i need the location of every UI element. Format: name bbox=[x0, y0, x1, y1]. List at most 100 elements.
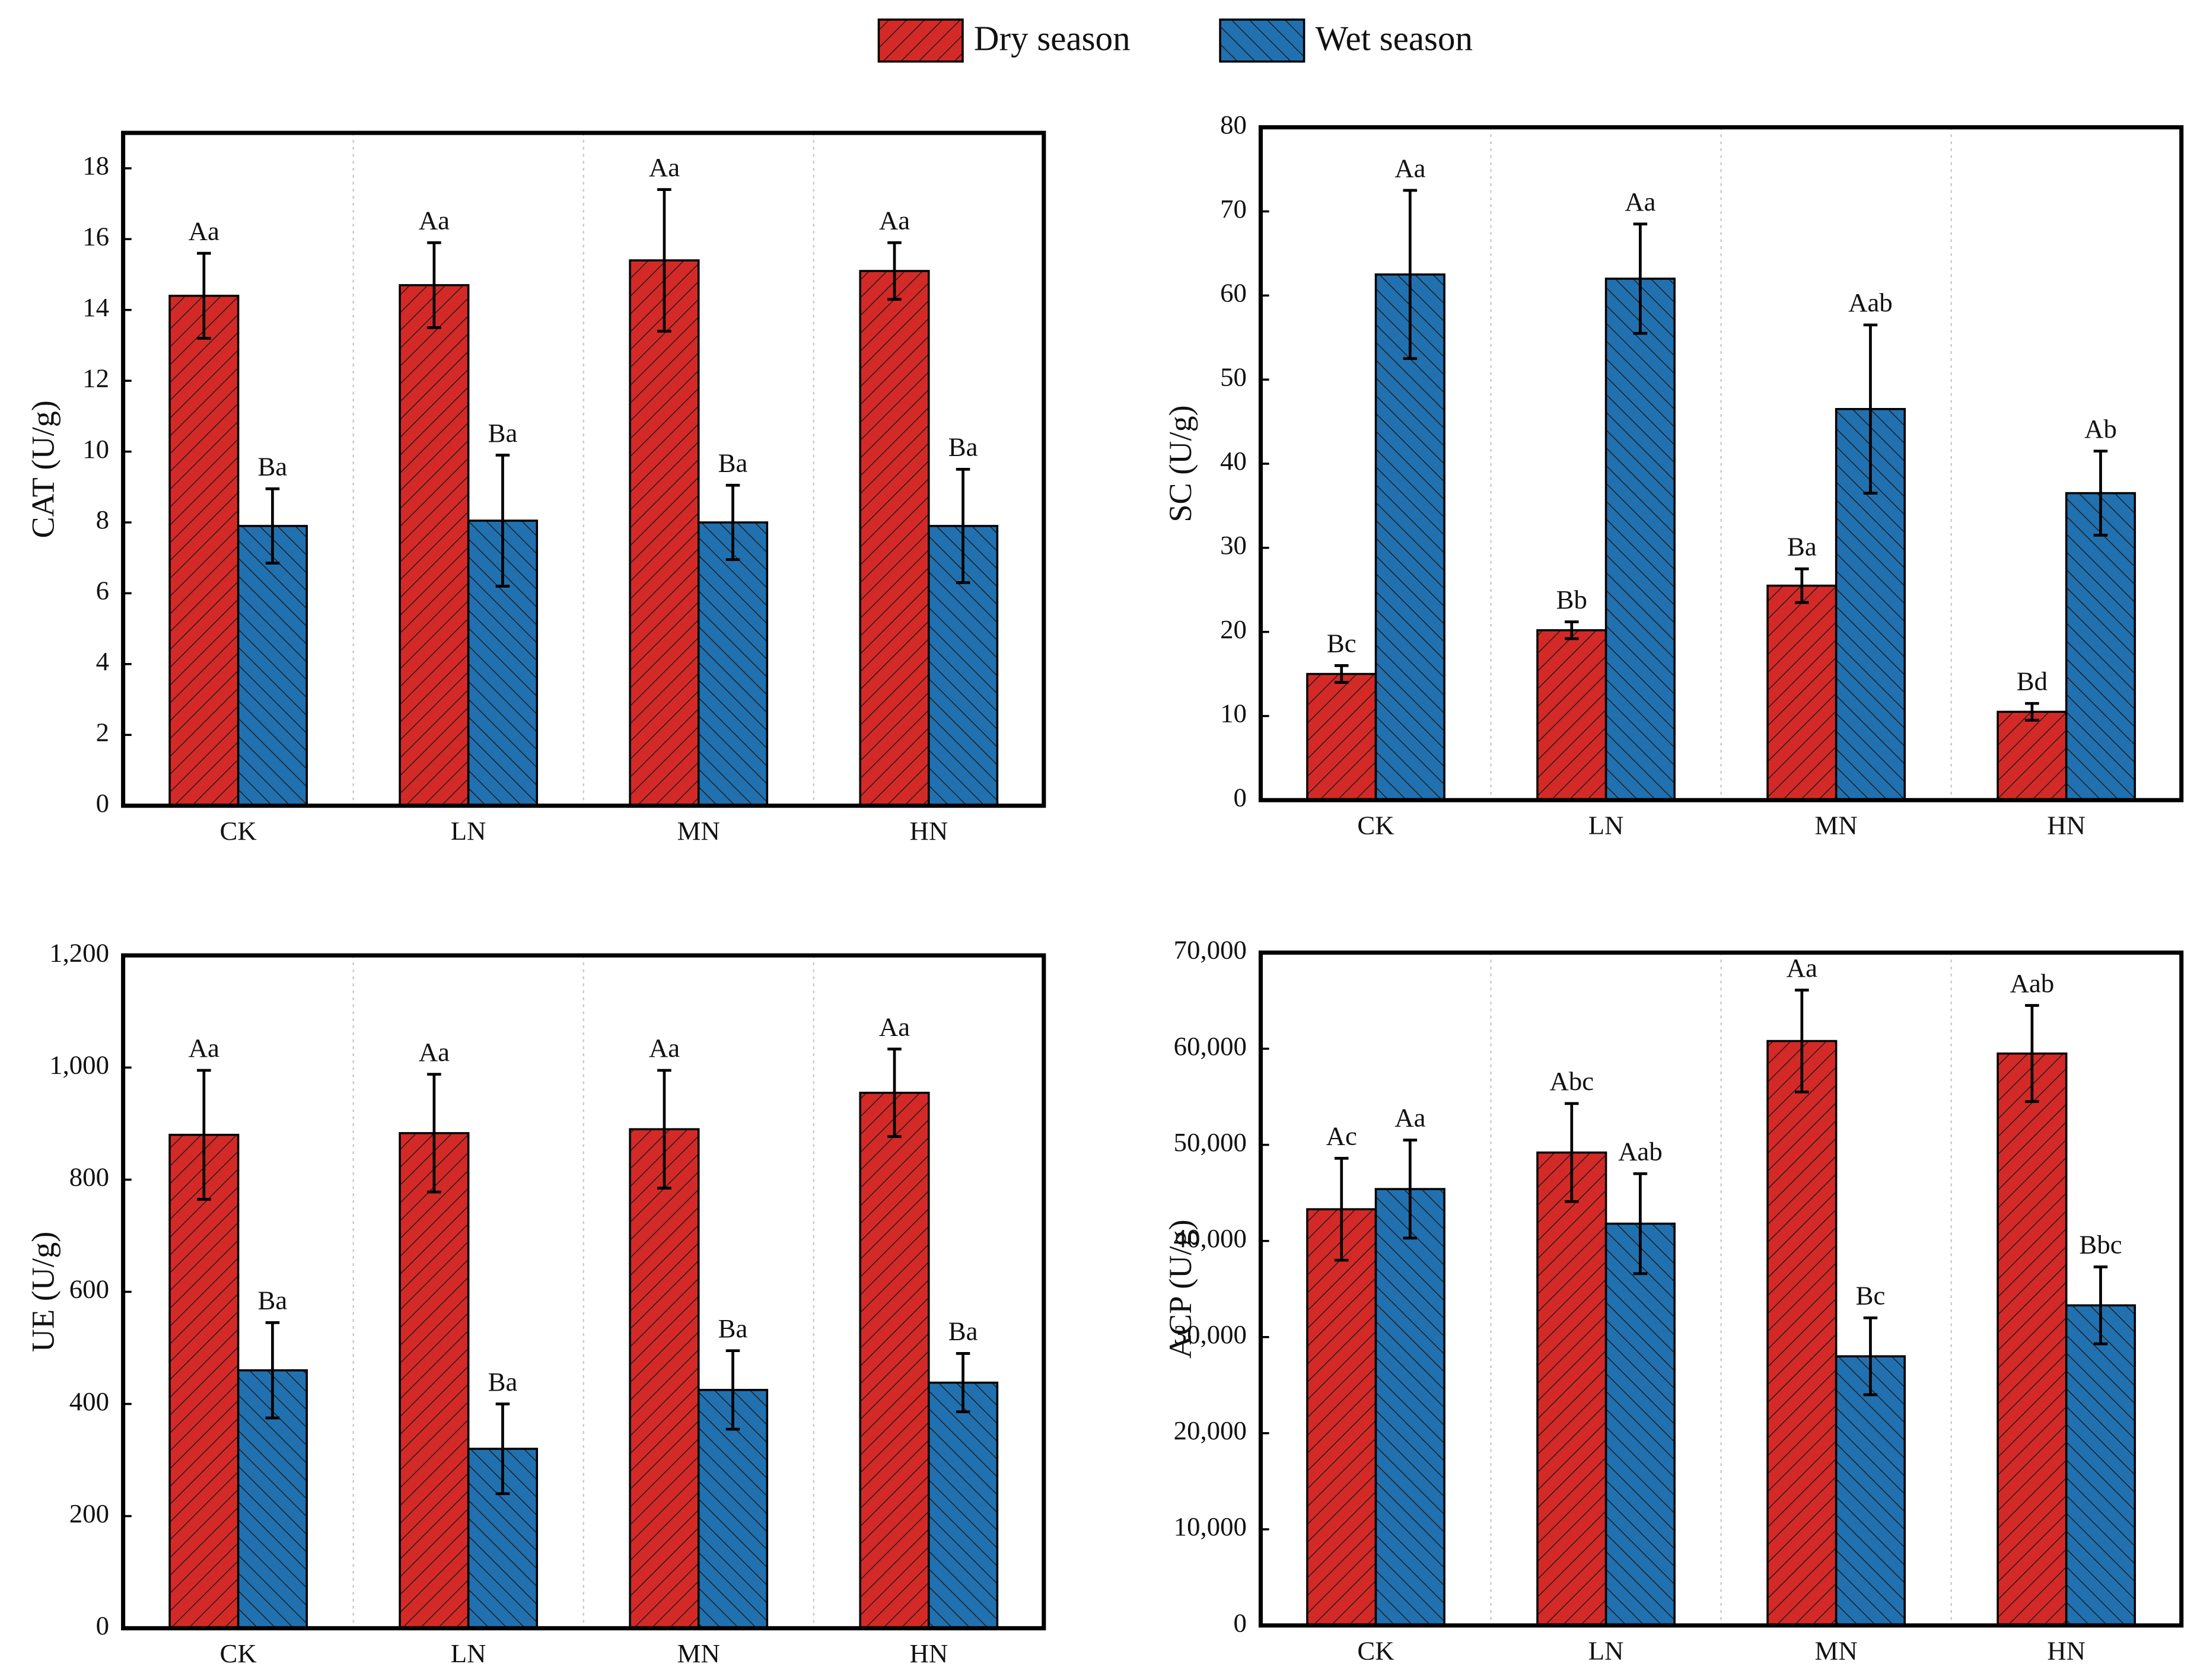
bar bbox=[237, 525, 308, 807]
significance-label: Aa bbox=[419, 205, 450, 235]
y-tick-label: 1,200 bbox=[49, 938, 109, 967]
y-axis-label: UE (U/g) bbox=[25, 1232, 60, 1352]
x-tick-label: MN bbox=[677, 1638, 720, 1668]
y-tick-label: 0 bbox=[96, 788, 109, 818]
bar bbox=[1536, 629, 1607, 802]
y-tick-label: 20 bbox=[1220, 614, 1247, 644]
bar bbox=[1996, 710, 2068, 802]
significance-label: Ba bbox=[488, 418, 518, 448]
significance-label: Aab bbox=[1848, 288, 1893, 317]
y-tick-label: 12 bbox=[82, 363, 109, 393]
significance-label: Bc bbox=[1856, 1281, 1886, 1311]
significance-label: Bc bbox=[1327, 629, 1356, 658]
x-tick-label: CK bbox=[219, 816, 256, 846]
y-tick-label: 16 bbox=[82, 222, 109, 251]
legend-label: Dry season bbox=[974, 18, 1131, 58]
bar bbox=[1996, 1052, 2068, 1627]
y-tick-label: 0 bbox=[96, 1611, 109, 1640]
significance-label: Ba bbox=[718, 1314, 748, 1343]
bar bbox=[1604, 1222, 1676, 1627]
bar bbox=[1604, 278, 1676, 802]
legend-swatch bbox=[1219, 18, 1305, 63]
significance-label: Aa bbox=[649, 152, 680, 182]
y-tick-label: 0 bbox=[1234, 1608, 1247, 1637]
y-tick-label: 30 bbox=[1220, 530, 1247, 560]
significance-label: Aa bbox=[649, 1033, 680, 1063]
y-tick-label: 50,000 bbox=[1174, 1127, 1247, 1157]
significance-label: Ba bbox=[258, 1286, 288, 1315]
y-tick-label: 400 bbox=[69, 1386, 109, 1416]
y-tick-label: 60 bbox=[1220, 278, 1247, 308]
x-tick-label: CK bbox=[219, 1638, 256, 1668]
y-axis-label: SC (U/g) bbox=[1163, 405, 1198, 522]
significance-label: Abc bbox=[1549, 1066, 1594, 1096]
significance-label: Bb bbox=[1556, 585, 1587, 614]
significance-label: Aa bbox=[1394, 153, 1425, 183]
bar bbox=[168, 1133, 240, 1630]
bar bbox=[2065, 492, 2136, 802]
y-tick-label: 20,000 bbox=[1174, 1416, 1247, 1445]
bar bbox=[1306, 672, 1377, 802]
x-tick-label: HN bbox=[909, 816, 948, 846]
significance-label: Aa bbox=[189, 216, 219, 246]
significance-label: Aa bbox=[419, 1037, 450, 1067]
y-tick-label: 2 bbox=[96, 718, 109, 747]
plot-frame bbox=[121, 953, 1046, 1631]
y-tick-label: 80 bbox=[1220, 110, 1247, 139]
significance-label: Aa bbox=[1625, 187, 1655, 216]
significance-label: Ba bbox=[488, 1367, 518, 1397]
bar bbox=[629, 1128, 700, 1630]
x-tick-label: HN bbox=[909, 1638, 948, 1668]
x-tick-label: LN bbox=[1588, 811, 1624, 840]
y-tick-label: 18 bbox=[82, 151, 109, 180]
y-tick-label: 1,000 bbox=[49, 1050, 109, 1079]
significance-label: Ba bbox=[1787, 532, 1817, 562]
x-tick-label: HN bbox=[2047, 1636, 2085, 1665]
significance-label: Bd bbox=[2017, 666, 2047, 696]
y-tick-label: 10 bbox=[82, 434, 109, 464]
y-tick-label: 8 bbox=[96, 505, 109, 534]
y-tick-label: 10,000 bbox=[1174, 1512, 1247, 1541]
bar bbox=[399, 284, 470, 807]
plot-frame bbox=[121, 130, 1046, 808]
y-tick-label: 0 bbox=[1234, 783, 1247, 812]
y-tick-label: 40 bbox=[1220, 446, 1247, 476]
significance-label: Aab bbox=[1618, 1136, 1663, 1166]
x-tick-label: LN bbox=[451, 816, 486, 846]
legend-swatch bbox=[877, 18, 964, 63]
x-tick-label: LN bbox=[1588, 1636, 1624, 1665]
significance-label: Aa bbox=[1394, 1103, 1425, 1133]
significance-label: Ac bbox=[1326, 1121, 1357, 1151]
significance-label: Aa bbox=[189, 1033, 219, 1063]
bar bbox=[859, 270, 930, 807]
y-axis-label: CAT (U/g) bbox=[25, 400, 60, 538]
x-tick-label: LN bbox=[451, 1638, 486, 1668]
plot-frame bbox=[1258, 125, 2184, 802]
y-tick-label: 30,000 bbox=[1174, 1319, 1247, 1349]
x-tick-label: MN bbox=[677, 816, 720, 846]
y-tick-label: 6 bbox=[96, 576, 109, 605]
x-tick-label: CK bbox=[1357, 811, 1394, 840]
y-tick-label: 70 bbox=[1220, 194, 1247, 224]
bar bbox=[928, 1381, 999, 1630]
significance-label: Ba bbox=[718, 448, 748, 478]
significance-label: Bbc bbox=[2079, 1230, 2122, 1260]
significance-label: Aa bbox=[1787, 953, 1817, 983]
y-tick-label: 60,000 bbox=[1174, 1031, 1247, 1061]
significance-label: Ab bbox=[2084, 414, 2117, 444]
bar bbox=[2065, 1304, 2136, 1627]
x-tick-label: MN bbox=[1815, 1636, 1858, 1665]
significance-label: Aa bbox=[879, 1012, 910, 1041]
y-axis-label: ACP (U/g) bbox=[1163, 1219, 1198, 1359]
y-tick-label: 50 bbox=[1220, 362, 1247, 391]
significance-label: Ba bbox=[948, 432, 978, 462]
bar bbox=[1766, 584, 1838, 802]
bar bbox=[1536, 1151, 1607, 1627]
bar bbox=[1766, 1040, 1838, 1627]
significance-label: Aa bbox=[879, 205, 910, 235]
legend-label: Wet season bbox=[1316, 18, 1473, 58]
y-tick-label: 40,000 bbox=[1174, 1223, 1247, 1253]
y-tick-label: 14 bbox=[82, 292, 109, 322]
